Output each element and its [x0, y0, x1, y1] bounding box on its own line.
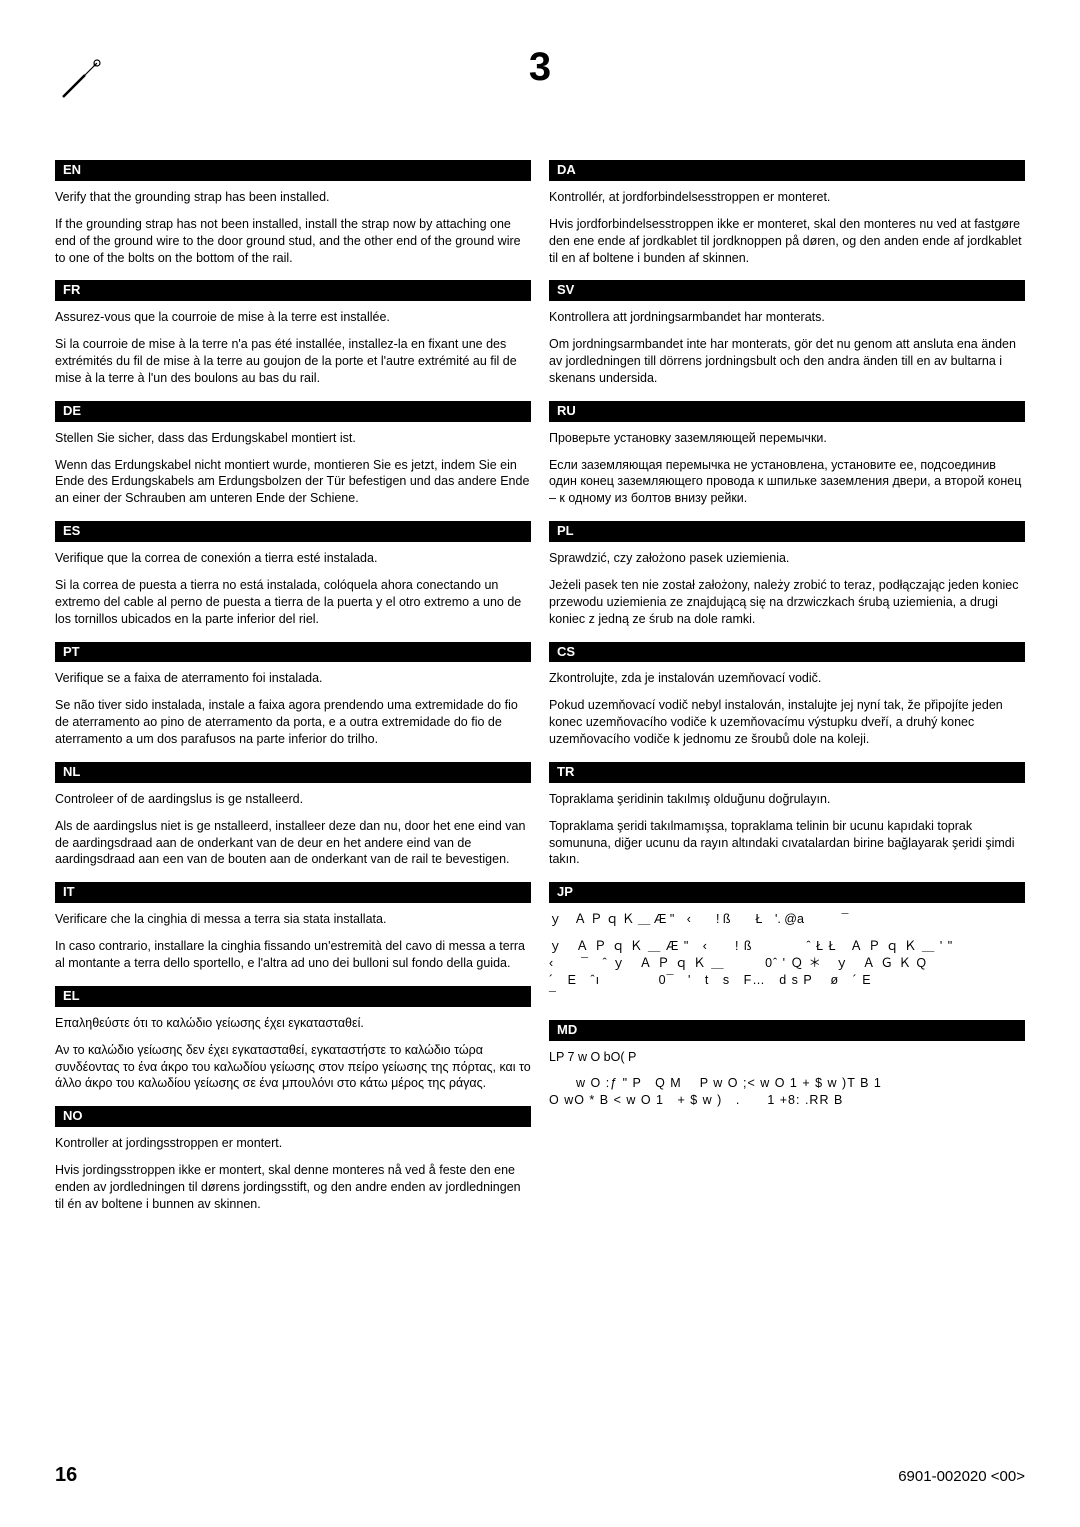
instruction-text: Se não tiver sido instalada, instale a f…: [55, 697, 531, 748]
lang-header-fr: FR: [55, 280, 531, 301]
instruction-text: w O :ƒ " P Q M P w O ;< w O 1 + $ w )T B…: [549, 1075, 1025, 1109]
instruction-text: Stellen Sie sicher, dass das Erdungskabe…: [55, 430, 531, 447]
screwdriver-icon: [55, 55, 105, 105]
instruction-text: Si la correa de puesta a tierra no está …: [55, 577, 531, 628]
instruction-text: Проверьте установку заземляющей перемычк…: [549, 430, 1025, 447]
instruction-text: Hvis jordingsstroppen ikke er montert, s…: [55, 1162, 531, 1213]
instruction-text: Sprawdzić, czy założono pasek uziemienia…: [549, 550, 1025, 567]
lang-header-md: MD: [549, 1020, 1025, 1041]
instruction-text: Verifique se a faixa de aterramento foi …: [55, 670, 531, 687]
instruction-text: ｙ Ａ Ｐ ｑ Ｋ ＿ Æ " ‹ ! ß ˆ Ł Ł Ａ Ｐ ｑ Ｋ ＿ ' …: [549, 938, 1025, 1006]
step-number: 3: [529, 45, 551, 90]
instruction-text: LP 7 w O bO( P: [549, 1049, 1025, 1066]
instruction-text: Επαληθεύστε ότι το καλώδιο γείωσης έχει …: [55, 1015, 531, 1032]
lang-header-no: NO: [55, 1106, 531, 1127]
lang-header-tr: TR: [549, 762, 1025, 783]
lang-header-nl: NL: [55, 762, 531, 783]
instruction-text: Als de aardingslus niet is ge nstalleerd…: [55, 818, 531, 869]
left-column: EN Verify that the grounding strap has be…: [55, 160, 531, 1223]
instruction-text: ｙ Ａ Ｐ ｑ Ｋ ＿ Æ " ‹ ! ß Ł '. @a ¯: [549, 911, 1025, 928]
lang-header-en: EN: [55, 160, 531, 181]
lang-header-de: DE: [55, 401, 531, 422]
right-column: DA Kontrollér, at jordforbindelsesstroppe…: [549, 160, 1025, 1223]
instruction-text: In caso contrario, installare la cinghia…: [55, 938, 531, 972]
instruction-text: Controleer of de aardingslus is ge nstal…: [55, 791, 531, 808]
lang-header-da: DA: [549, 160, 1025, 181]
lang-header-sv: SV: [549, 280, 1025, 301]
lang-header-ru: RU: [549, 401, 1025, 422]
instruction-text: Topraklama şeridi takılmamışsa, toprakla…: [549, 818, 1025, 869]
instruction-text: Αν το καλώδιο γείωσης δεν έχει εγκαταστα…: [55, 1042, 531, 1093]
lang-header-it: IT: [55, 882, 531, 903]
lang-header-pt: PT: [55, 642, 531, 663]
lang-header-jp: JP: [549, 882, 1025, 903]
instruction-text: Hvis jordforbindelsesstroppen ikke er mo…: [549, 216, 1025, 267]
instruction-text: Assurez-vous que la courroie de mise à l…: [55, 309, 531, 326]
instruction-text: Jeżeli pasek ten nie został założony, na…: [549, 577, 1025, 628]
instruction-text: Wenn das Erdungskabel nicht montiert wur…: [55, 457, 531, 508]
lang-header-es: ES: [55, 521, 531, 542]
instruction-text: Verificare che la cinghia di messa a ter…: [55, 911, 531, 928]
lang-header-pl: PL: [549, 521, 1025, 542]
document-id: 6901-002020 <00>: [898, 1468, 1025, 1485]
instruction-text: Zkontrolujte, zda je instalován uzemňova…: [549, 670, 1025, 687]
instruction-text: Kontrollera att jordningsarmbandet har m…: [549, 309, 1025, 326]
instruction-text: Om jordningsarmbandet inte har monterats…: [549, 336, 1025, 387]
instruction-text: Pokud uzemňovací vodič nebyl instalován,…: [549, 697, 1025, 748]
instruction-text: Kontrollér, at jordforbindelsesstroppen …: [549, 189, 1025, 206]
instruction-text: If the grounding strap has not been inst…: [55, 216, 531, 267]
instruction-text: Si la courroie de mise à la terre n'a pa…: [55, 336, 531, 387]
lang-header-cs: CS: [549, 642, 1025, 663]
instruction-text: Verifique que la correa de conexión a ti…: [55, 550, 531, 567]
instruction-text: Если заземляющая перемычка не установлен…: [549, 457, 1025, 508]
instruction-text: Verify that the grounding strap has been…: [55, 189, 531, 206]
instruction-text: Topraklama şeridinin takılmış olduğunu d…: [549, 791, 1025, 808]
lang-header-el: EL: [55, 986, 531, 1007]
instruction-text: Kontroller at jordingsstroppen er monter…: [55, 1135, 531, 1152]
page-number: 16: [55, 1464, 77, 1487]
